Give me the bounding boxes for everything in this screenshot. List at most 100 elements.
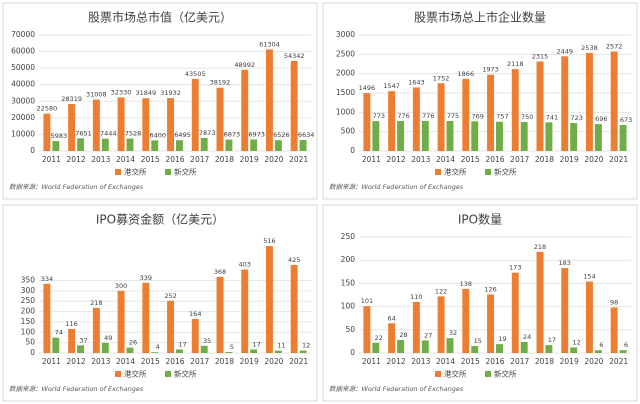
legend-swatch [435,371,441,377]
bar [412,301,420,353]
value-label: 1547 [383,82,400,90]
bar [142,98,150,151]
value-label: 6873 [224,131,241,139]
bar [117,290,125,353]
bar [43,283,51,353]
bar [92,99,100,151]
value-label: 110 [410,293,422,301]
x-tick-label: 2019 [240,357,259,366]
value-label: 15 [474,337,482,345]
y-tick-label: 2000 [336,69,355,78]
bar [520,122,528,151]
x-tick-label: 2021 [609,357,628,366]
value-label: 5 [230,343,234,351]
bar [241,269,249,353]
value-label: 7528 [125,130,142,138]
y-tick-label: 200 [341,255,356,264]
x-tick-label: 2018 [535,155,554,164]
bar [167,300,174,353]
bar [397,340,405,353]
x-tick-label: 2018 [215,357,234,366]
value-label: 750 [521,113,533,121]
bar [77,138,85,151]
value-label: 138 [460,280,472,288]
x-tick-label: 2021 [289,155,308,164]
value-label: 2538 [581,44,598,52]
bar [446,338,454,353]
value-label: 122 [435,287,447,295]
chart-title: 股票市场总市值（亿美元） [88,10,232,25]
bar [421,120,429,151]
bar [570,123,578,151]
bar [126,347,134,353]
bar [388,91,396,151]
value-label: 164 [189,310,201,318]
value-label: 2449 [556,47,573,55]
y-tick-label: 50 [25,338,35,347]
value-label: 43505 [185,70,206,78]
x-tick-label: 2013 [411,155,430,164]
x-tick-label: 2012 [387,155,406,164]
y-tick-label: 0 [30,348,35,357]
x-tick-label: 2016 [165,155,184,164]
value-label: 723 [570,114,582,122]
bar [250,139,258,151]
y-tick-label: 150 [341,278,356,287]
bar [92,307,100,353]
x-tick-label: 2011 [42,155,61,164]
value-label: 403 [239,261,251,269]
value-label: 126 [484,286,496,294]
legend-label: 新交所 [174,369,197,379]
chart-title: 股票市场总上市企业数量 [414,10,546,25]
value-label: 183 [559,259,571,267]
bar [610,307,618,353]
bar [299,350,307,353]
value-label: 300 [115,282,127,290]
x-tick-label: 2014 [436,155,455,164]
x-tick-label: 2017 [510,357,529,366]
value-label: 31849 [135,89,156,97]
value-label: 19 [498,335,506,343]
y-tick-label: 3000 [336,30,355,39]
source-note: 数据来源：World Federation of Exchanges [329,385,464,393]
bar [421,340,429,353]
value-label: 49 [104,334,112,342]
y-tick-label: 100 [21,327,36,336]
bar [397,120,405,151]
bar [216,276,224,353]
value-label: 769 [472,112,484,120]
bar [68,104,76,151]
value-label: 218 [534,243,546,251]
legend-swatch [485,371,491,377]
source-note: 数据来源：World Federation of Exchanges [329,183,464,191]
bar [216,87,224,151]
y-tick-label: 1000 [336,107,355,116]
y-tick-label: 500 [341,127,356,136]
value-label: 17 [178,340,186,348]
bar [585,281,593,353]
bar [372,342,380,353]
bar [462,78,470,151]
value-label: 757 [496,113,508,121]
value-label: 334 [41,275,53,283]
y-tick-label: 40000 [11,80,35,89]
bar [446,121,454,151]
value-label: 12 [302,342,310,350]
x-tick-label: 2015 [461,155,480,164]
x-tick-label: 2019 [240,155,259,164]
bar [117,97,125,151]
value-label: 24 [523,333,531,341]
value-label: 31008 [86,91,107,99]
bar [496,344,503,353]
bar [52,337,60,353]
bar [43,113,51,151]
y-tick-label: 1500 [336,88,355,97]
value-label: 7444 [100,130,117,138]
legend-label: 港交所 [124,167,147,177]
bar [290,60,298,152]
y-tick-label: 2500 [336,49,355,58]
x-tick-label: 2012 [67,155,86,164]
y-tick-label: 250 [21,296,36,305]
bar [126,138,134,151]
x-tick-label: 2016 [485,155,504,164]
